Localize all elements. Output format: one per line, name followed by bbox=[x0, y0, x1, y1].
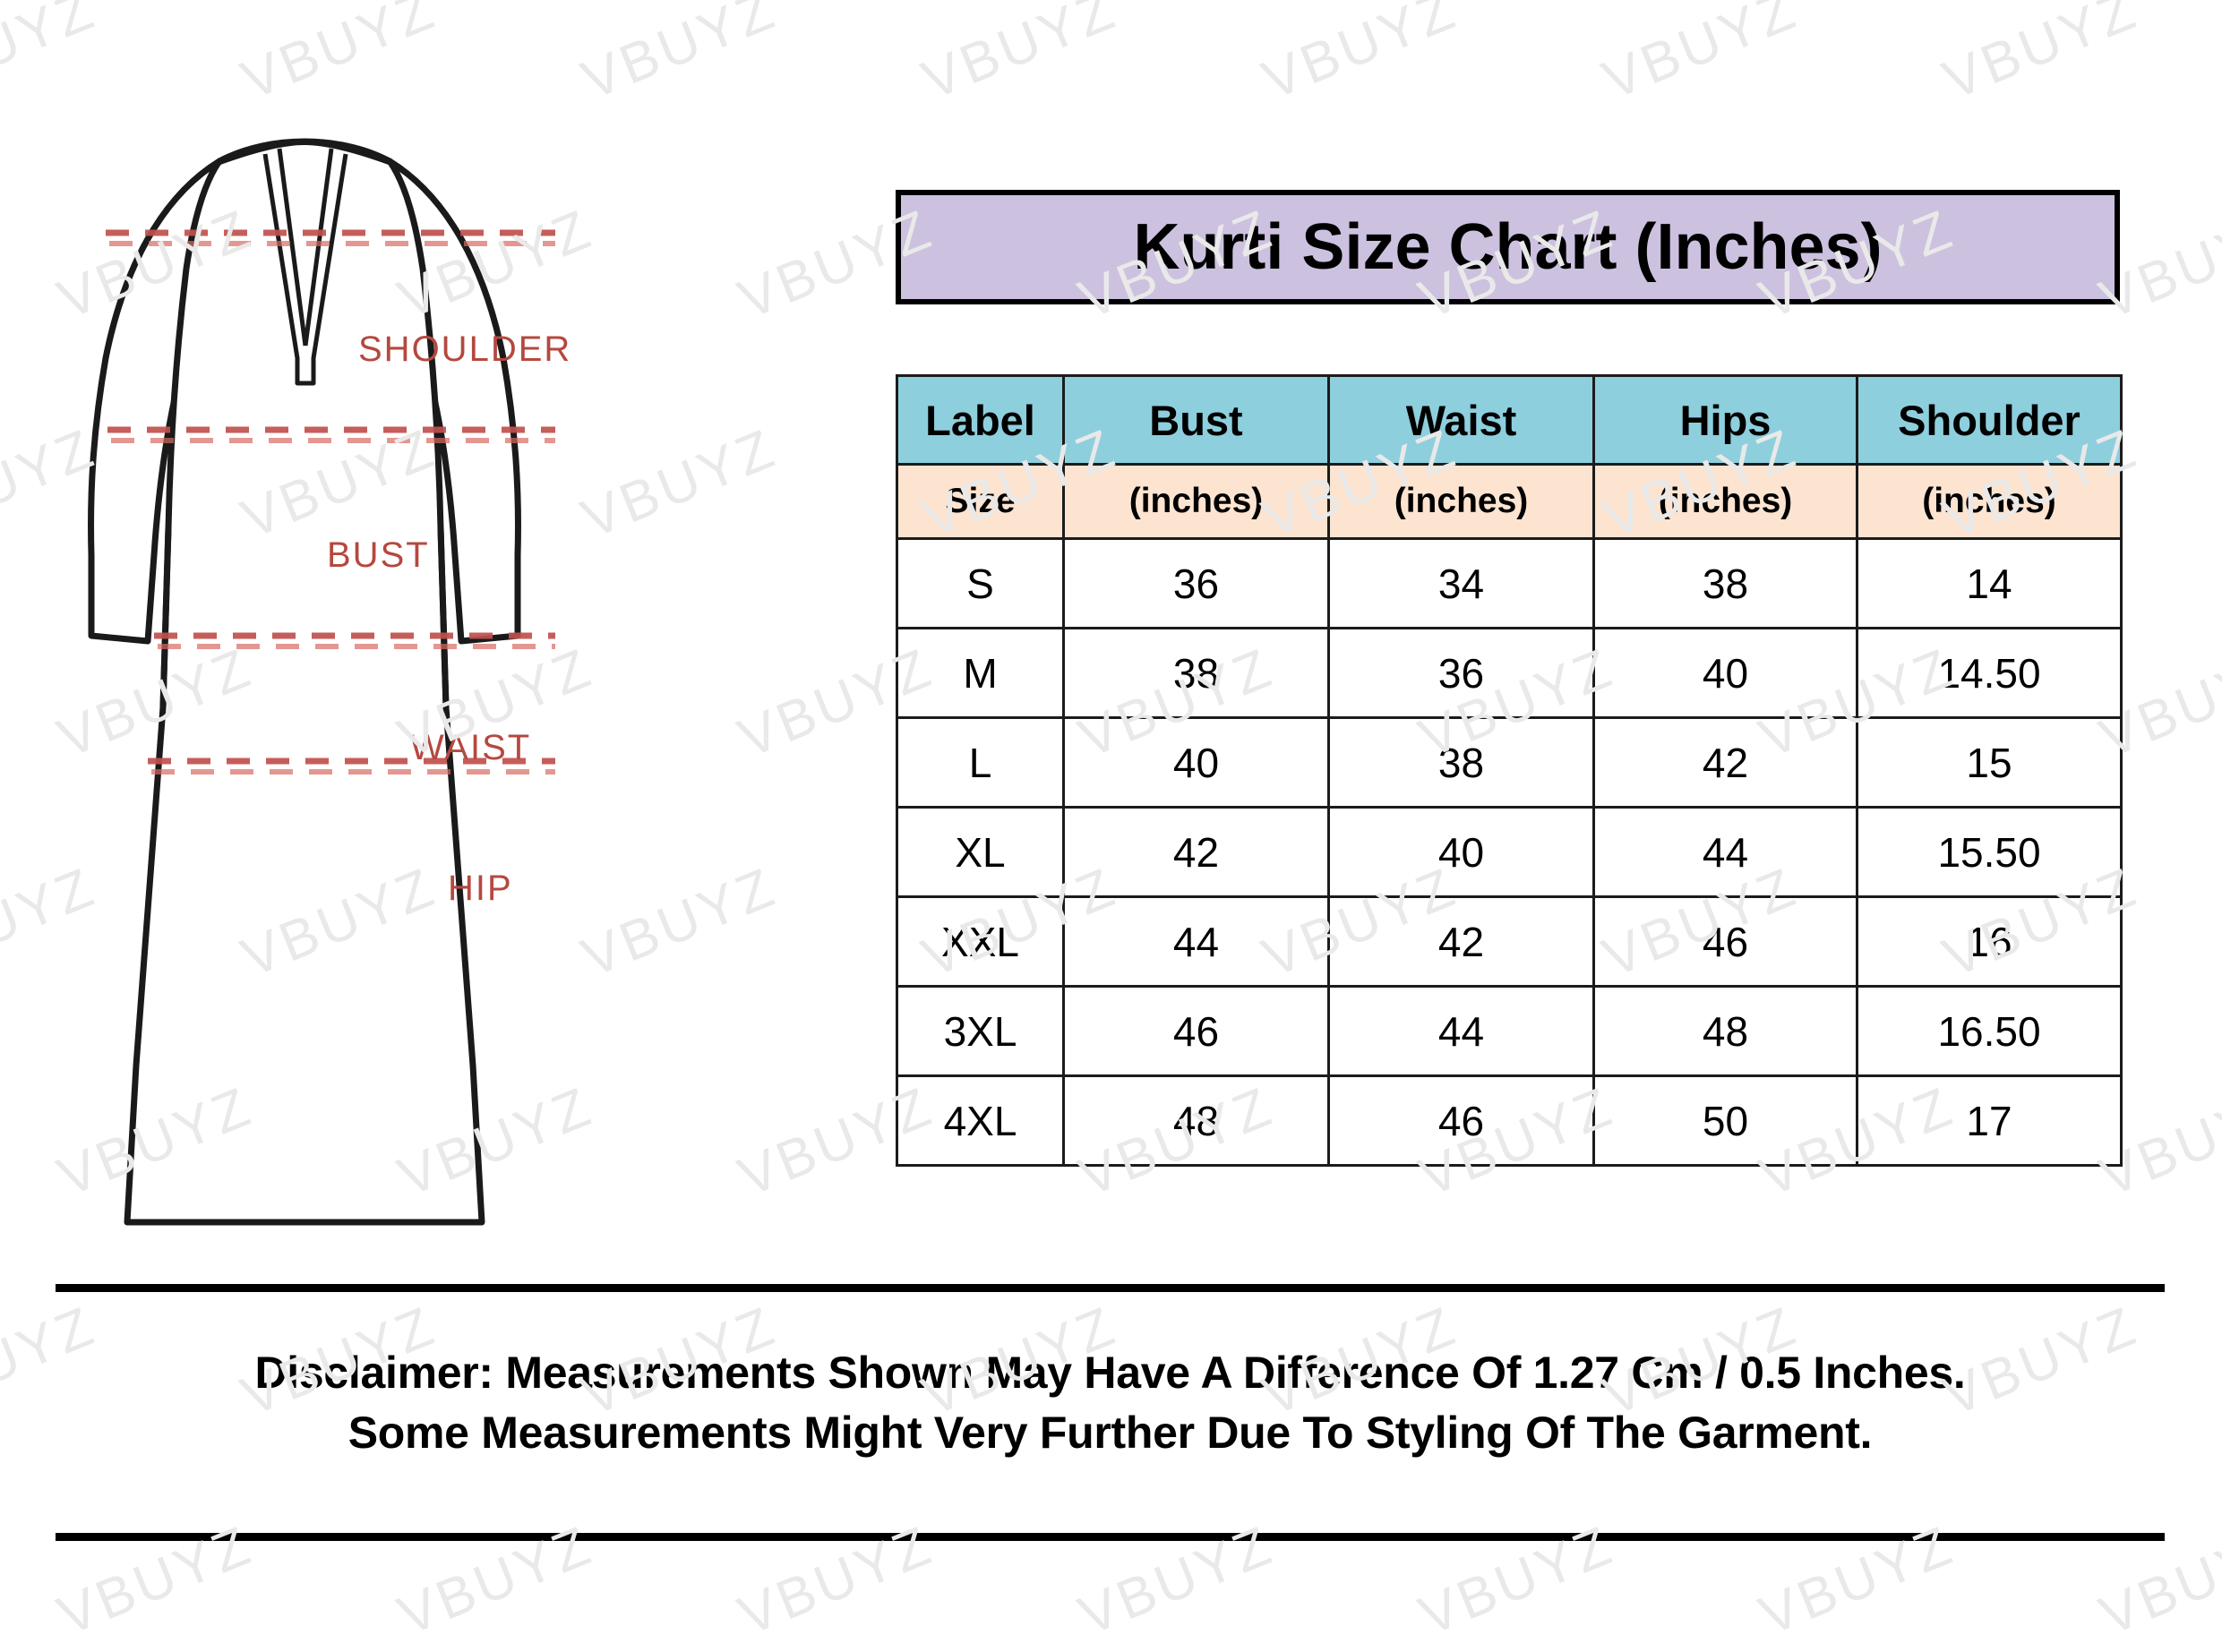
cell-measurement: 42 bbox=[1327, 895, 1595, 988]
table-row: XL 42 40 44 15.50 bbox=[896, 806, 2123, 898]
cell-measurement: 40 bbox=[1062, 716, 1330, 809]
cell-measurement: 38 bbox=[1592, 537, 1858, 629]
measure-label-bust: BUST bbox=[327, 535, 430, 575]
cell-size-label: XL bbox=[896, 806, 1065, 898]
table-row: S 36 34 38 14 bbox=[896, 537, 2123, 629]
disclaimer-block: Disclaimer: Measurements Shown May Have … bbox=[56, 1343, 2165, 1463]
divider-rule-bottom bbox=[56, 1533, 2165, 1541]
table-row: XXL 44 42 46 16 bbox=[896, 895, 2123, 988]
cell-measurement: 46 bbox=[1327, 1074, 1595, 1167]
table-header-row: Label Bust Waist Hips Shoulder bbox=[896, 374, 2123, 466]
table-row: M 38 36 40 14.50 bbox=[896, 627, 2123, 719]
column-header-hips: Hips bbox=[1592, 374, 1858, 466]
column-header-label: Label bbox=[896, 374, 1065, 466]
cell-measurement: 36 bbox=[1327, 627, 1595, 719]
cell-measurement: 16.50 bbox=[1856, 985, 2123, 1077]
cell-measurement: 44 bbox=[1327, 985, 1595, 1077]
column-header-bust: Bust bbox=[1062, 374, 1330, 466]
table-row: 3XL 46 44 48 16.50 bbox=[896, 985, 2123, 1077]
disclaimer-line-2: Some Measurements Might Very Further Due… bbox=[347, 1408, 1873, 1458]
cell-measurement: 48 bbox=[1592, 985, 1858, 1077]
cell-measurement: 36 bbox=[1062, 537, 1330, 629]
cell-size-label: 4XL bbox=[896, 1074, 1065, 1167]
cell-measurement: 17 bbox=[1856, 1074, 2123, 1167]
cell-measurement: 44 bbox=[1062, 895, 1330, 988]
cell-measurement: 40 bbox=[1327, 806, 1595, 898]
cell-measurement: 14.50 bbox=[1856, 627, 2123, 719]
measure-label-waist: WAIST bbox=[410, 728, 532, 767]
page-title: Kurti Size Chart (Inches) bbox=[1133, 211, 1883, 283]
measure-label-shoulder: SHOULDER bbox=[358, 330, 572, 369]
table-row: L 40 38 42 15 bbox=[896, 716, 2123, 809]
kurti-illustration: SHOULDER BUST WAIST HIP bbox=[54, 134, 570, 1254]
cell-size-label: S bbox=[896, 537, 1065, 629]
cell-measurement: 16 bbox=[1856, 895, 2123, 988]
cell-measurement: 14 bbox=[1856, 537, 2123, 629]
cell-measurement: 38 bbox=[1062, 627, 1330, 719]
size-chart-table: Label Bust Waist Hips Shoulder Size (inc… bbox=[896, 374, 2123, 1167]
cell-measurement: 46 bbox=[1592, 895, 1858, 988]
divider-rule-top bbox=[56, 1284, 2165, 1292]
cell-measurement: 15.50 bbox=[1856, 806, 2123, 898]
column-header-shoulder: Shoulder bbox=[1856, 374, 2123, 466]
cell-measurement: 15 bbox=[1856, 716, 2123, 809]
units-header-hips: (inches) bbox=[1592, 463, 1858, 540]
cell-size-label: XXL bbox=[896, 895, 1065, 988]
cell-measurement: 34 bbox=[1327, 537, 1595, 629]
table-row: 4XL 48 46 50 17 bbox=[896, 1074, 2123, 1167]
units-header-waist: (inches) bbox=[1327, 463, 1595, 540]
units-header-label: Size bbox=[896, 463, 1065, 540]
cell-size-label: L bbox=[896, 716, 1065, 809]
cell-measurement: 48 bbox=[1062, 1074, 1330, 1167]
cell-measurement: 44 bbox=[1592, 806, 1858, 898]
cell-measurement: 46 bbox=[1062, 985, 1330, 1077]
units-header-bust: (inches) bbox=[1062, 463, 1330, 540]
table-units-row: Size (inches) (inches) (inches) (inches) bbox=[896, 463, 2123, 540]
cell-measurement: 50 bbox=[1592, 1074, 1858, 1167]
cell-size-label: M bbox=[896, 627, 1065, 719]
measure-label-hip: HIP bbox=[448, 869, 513, 908]
cell-measurement: 42 bbox=[1592, 716, 1858, 809]
cell-measurement: 42 bbox=[1062, 806, 1330, 898]
cell-size-label: 3XL bbox=[896, 985, 1065, 1077]
cell-measurement: 38 bbox=[1327, 716, 1595, 809]
cell-measurement: 40 bbox=[1592, 627, 1858, 719]
chart-title-box: Kurti Size Chart (Inches) bbox=[896, 190, 2120, 304]
disclaimer-line-1: Disclaimer: Measurements Shown May Have … bbox=[254, 1348, 1966, 1398]
units-header-shoulder: (inches) bbox=[1856, 463, 2123, 540]
column-header-waist: Waist bbox=[1327, 374, 1595, 466]
